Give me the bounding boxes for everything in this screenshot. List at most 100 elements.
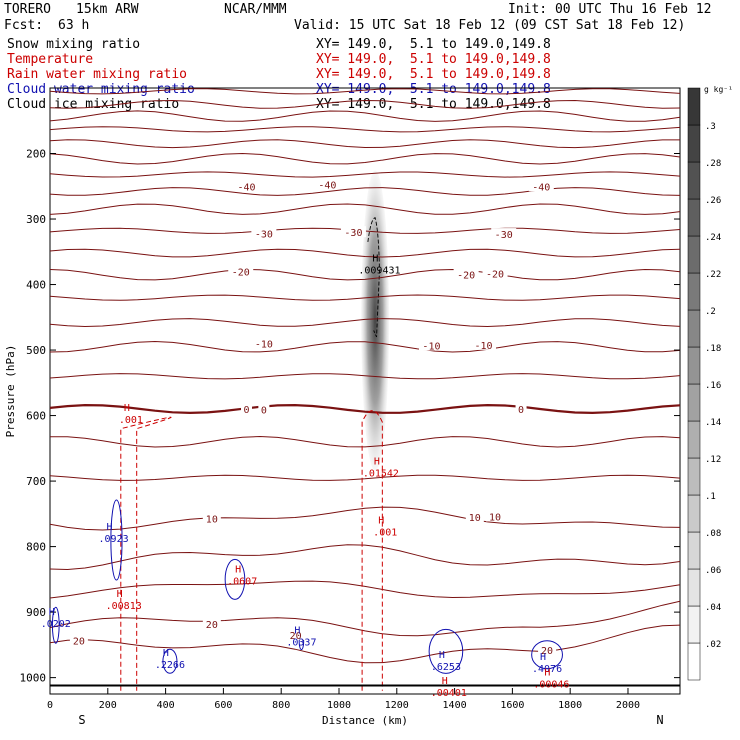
- temperature-isotherm: [49, 268, 681, 281]
- temperature-label: -20: [457, 271, 475, 282]
- temperature-label-bg: [340, 226, 366, 238]
- colorbar-segment: [687, 494, 701, 533]
- temperature-label-bg: [202, 512, 221, 524]
- colorbar-segment: [687, 531, 701, 570]
- y-tick-label: 900: [26, 606, 46, 619]
- maximum-value: .0923: [99, 534, 129, 545]
- maximum-value: .00046: [533, 679, 569, 690]
- x-tick-label: 200: [99, 700, 117, 711]
- y-tick-label: 600: [26, 410, 46, 423]
- cloud-water-contour: [162, 648, 178, 674]
- temperature-label: 10: [469, 513, 481, 524]
- colorbar-segment: [687, 235, 701, 274]
- maximum-marker: H: [439, 650, 445, 661]
- maximum-marker: H: [372, 253, 378, 264]
- maximum-marker: H: [378, 515, 384, 526]
- colorbar-label: .18: [705, 344, 721, 354]
- temperature-label: -30: [344, 228, 362, 239]
- y-tick-label: 200: [26, 148, 46, 161]
- maximum-value: .001: [119, 415, 143, 426]
- temperature-label-bg: [286, 629, 305, 641]
- temperature-label-bg: [251, 337, 277, 349]
- x-tick-label: 600: [214, 700, 232, 711]
- temperature-label: 20: [541, 646, 553, 657]
- temperature-label-bg: [418, 339, 444, 351]
- temperature-label: 0: [243, 405, 249, 416]
- maximum-value: .00401: [431, 688, 467, 699]
- temperature-isotherm: [49, 152, 681, 165]
- colorbar-segment: [687, 457, 701, 496]
- colorbar-label: .08: [705, 529, 721, 539]
- colorbar-segment: [687, 383, 701, 422]
- maximum-value: .009431: [358, 265, 400, 276]
- maximum-marker: H: [540, 652, 546, 663]
- temperature-isotherm: [49, 248, 681, 258]
- temperature-isotherm: [49, 139, 680, 149]
- temperature-label: -10: [255, 340, 273, 351]
- maximum-marker: H: [374, 457, 380, 468]
- colorbar-label: .14: [705, 418, 721, 428]
- temperature-label: 20: [73, 636, 85, 647]
- colorbar-unit: g kg⁻¹: [704, 85, 733, 94]
- temperature-isotherm: [49, 624, 681, 664]
- temperature-label-bg: [538, 644, 557, 656]
- x-tick-label: 1200: [385, 700, 409, 711]
- colorbar-segment: [687, 309, 701, 348]
- temperature-label: -20: [232, 267, 250, 278]
- rain-water-contour: [361, 410, 383, 691]
- maximum-marker: H: [442, 676, 448, 687]
- temperature-label: -30: [255, 229, 273, 240]
- y-tick-label: 300: [26, 213, 46, 226]
- maximum-marker: H: [163, 648, 169, 659]
- temperature-isotherm: [49, 171, 681, 178]
- south-label: S: [78, 713, 85, 727]
- x-axis-title: Distance (km): [322, 714, 408, 727]
- temperature-isotherm: [49, 203, 681, 215]
- temperature-label-bg: [202, 617, 221, 629]
- temperature-isotherm: [49, 126, 681, 133]
- temperature-isotherm: [49, 373, 681, 380]
- cloud-water-contour: [428, 628, 464, 674]
- colorbar-segment: [687, 605, 701, 644]
- temperature-label-bg: [528, 180, 554, 192]
- forecast-label: Fcst:: [4, 18, 44, 33]
- temperature-isotherm: [49, 110, 681, 122]
- temperature-label: -40: [318, 180, 336, 191]
- colorbar-segment: [687, 420, 701, 459]
- temperature-isotherm: [49, 403, 681, 415]
- temperature-label-bg: [234, 180, 260, 192]
- temperature-label: 10: [489, 512, 501, 523]
- temperature-isotherm: [49, 318, 681, 328]
- organization: NCAR/MMM: [224, 2, 287, 17]
- temperature-label: 10: [206, 514, 218, 525]
- maximum-value: .2266: [155, 660, 185, 671]
- colorbar-label: .28: [705, 159, 721, 169]
- temperature-label-bg: [314, 178, 340, 190]
- plot-frame: [49, 87, 681, 695]
- model-resolution: 15km ARW: [76, 2, 139, 17]
- temperature-label: 20: [206, 620, 218, 631]
- y-axis-title: Pressure (hPa): [4, 345, 17, 438]
- cloud-water-contour: [51, 606, 60, 644]
- y-tick-label: 1000: [20, 672, 47, 685]
- cloud-water-contour: [531, 640, 563, 670]
- temperature-isotherm: [49, 544, 681, 571]
- maximum-value: .01542: [363, 469, 399, 480]
- colorbar-label: .3: [705, 122, 716, 132]
- cloud-water-contour: [110, 499, 123, 581]
- field-xy-range: XY= 149.0, 5.1 to 149.0,149.8: [316, 52, 551, 67]
- temperature-label: -20: [486, 269, 504, 280]
- colorbar-segment: [687, 161, 701, 200]
- maximum-value: .00813: [106, 601, 142, 612]
- rain-water-contour: [120, 416, 172, 691]
- maximum-marker: H: [107, 522, 113, 533]
- temperature-isotherm: [49, 506, 681, 531]
- temperature-label: -10: [422, 341, 440, 352]
- maximum-marker: H: [235, 565, 241, 576]
- colorbar-label: .26: [705, 196, 721, 206]
- temperature-label: -10: [474, 341, 492, 352]
- colorbar-label: .16: [705, 381, 721, 391]
- temperature-isotherm: [49, 88, 681, 95]
- colorbar-segment: [687, 346, 701, 385]
- snow-contour: [367, 217, 380, 338]
